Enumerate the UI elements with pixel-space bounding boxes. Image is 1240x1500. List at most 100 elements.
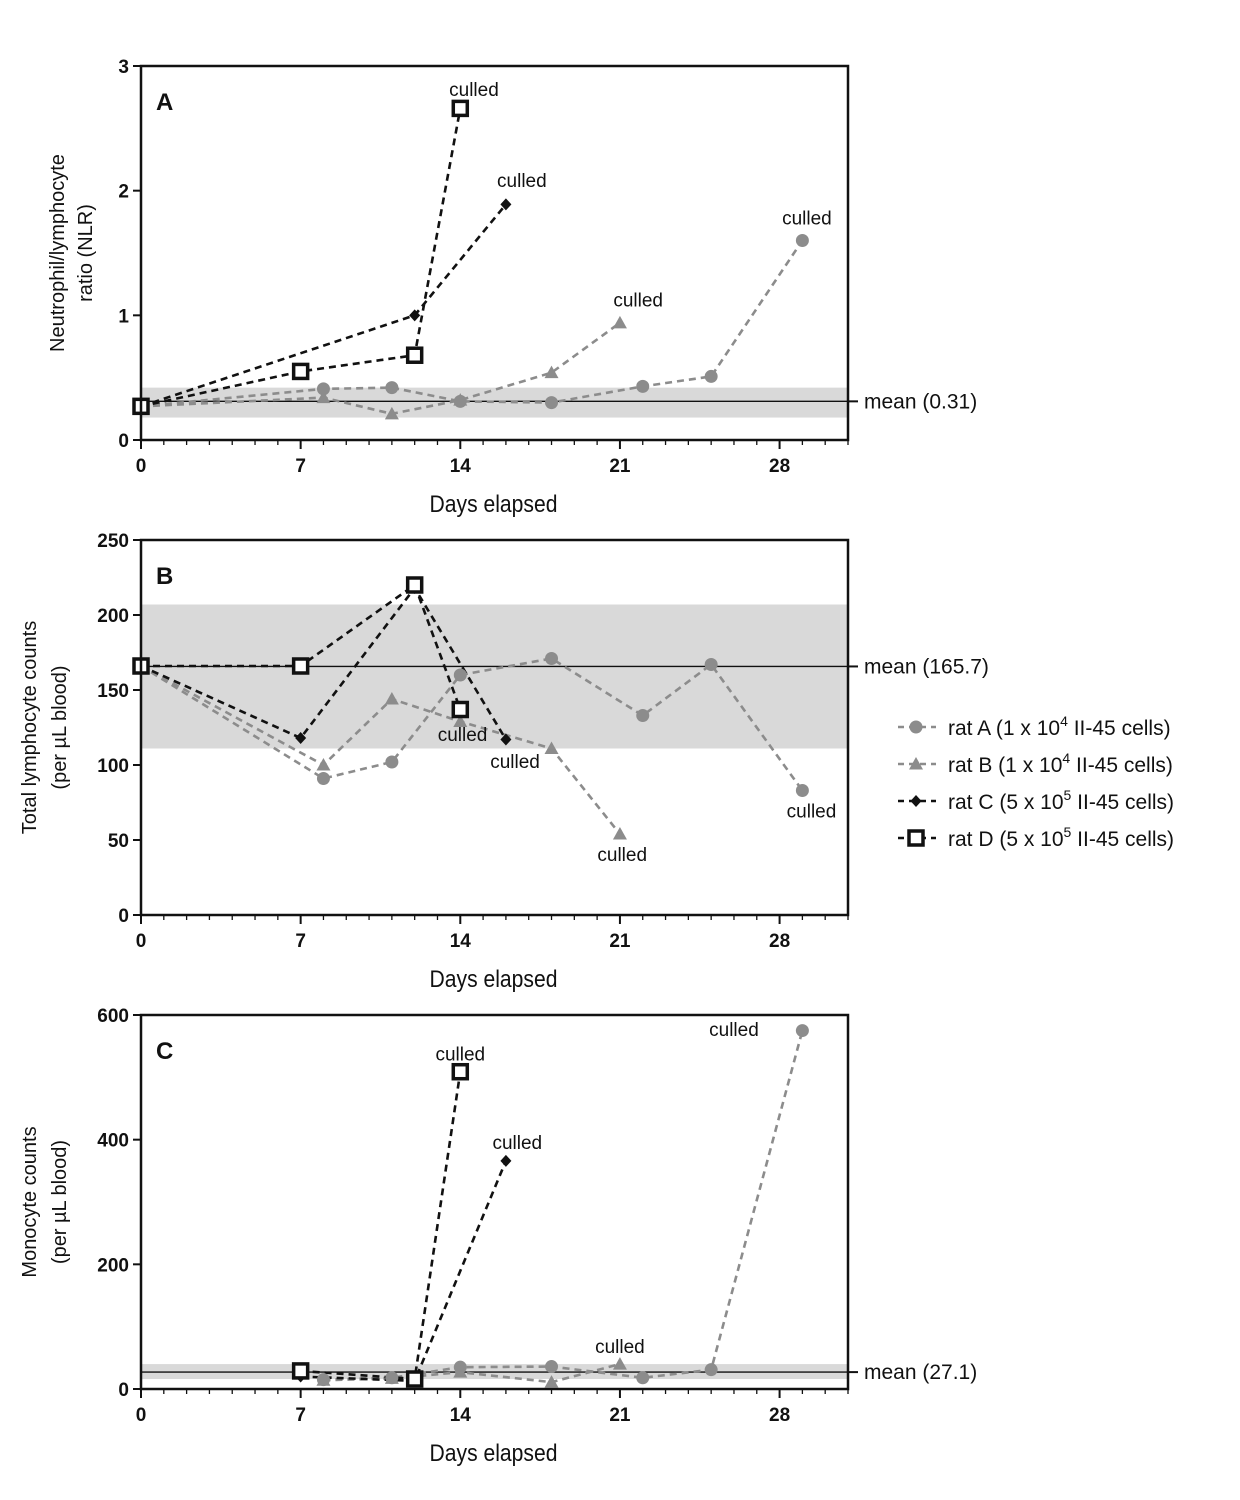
x-tick-label: 28 [769,1405,790,1426]
series-line-rat-b [140,321,621,416]
y-tick-label: 50 [108,831,129,852]
panel-c: mean (27.1) culled culled culled culled 0 200 4… [19,1006,977,1466]
y-tick-label: 150 [97,681,129,702]
culled-annotation: culled [497,171,547,192]
y-axis-title-line: (per µL blood) [49,1140,71,1264]
data-point-rat-a [545,652,559,665]
y-tick-label: 400 [97,1131,129,1152]
data-point-rat-d [405,576,424,594]
legend-marker [909,757,923,770]
data-point-rat-c [500,733,512,746]
x-tick-label: 7 [295,1405,306,1426]
series-line-rat-d [141,582,462,710]
culled-annotation: culled [492,1133,542,1154]
data-point-rat-c [500,198,512,211]
legend-marker [907,829,925,847]
series-line-rat-c [300,1160,508,1383]
data-point-rat-b [384,406,399,420]
x-tick-label: 21 [609,931,631,952]
data-point-rat-c [500,1154,512,1167]
data-point-rat-b [612,827,627,840]
x-tick-label: 7 [295,931,306,952]
mean-label: mean (0.31) [864,390,977,413]
data-point-rat-a [453,668,467,682]
data-point-rat-d [405,1370,424,1388]
x-axis-title: Days elapsed [430,1440,558,1467]
x-tick-label: 0 [136,931,147,952]
x-tick-label: 7 [295,456,306,477]
data-point-rat-b [316,390,331,404]
x-axis-title: Days elapsed [430,491,558,518]
data-point-rat-d [291,1362,310,1380]
data-point-rat-a [385,755,399,769]
data-point-rat-d [451,700,470,719]
x-tick-label: 21 [609,1405,631,1426]
panel-letter: B [156,563,173,590]
mean-label: mean (165.7) [864,655,989,678]
culled-annotation: culled [709,1020,759,1041]
data-point-rat-b [453,1365,468,1378]
y-tick-label: 3 [118,57,129,78]
data-point-rat-a [545,1360,559,1374]
y-axis-title-line: Total lymphocyte counts [19,621,41,834]
data-point-rat-b [384,1371,399,1384]
data-point-rat-b [544,1375,559,1388]
culled-annotation: culled [787,802,837,823]
data-point-rat-a [704,1363,718,1377]
data-point-rat-b [544,365,559,379]
data-point-rat-b [384,692,399,705]
data-point-rat-a [545,396,559,410]
series-line-rat-d [140,108,462,408]
culled-annotation: culled [438,725,488,746]
y-axis-title-line: (per µL blood) [49,665,71,789]
y-tick-label: 1 [118,306,129,327]
y-tick-label: 2 [118,182,129,203]
legend-entry-rat-c: rat C (5 x 105 II-45 cells) [898,787,1174,814]
legend-label: rat D (5 x 105 II-45 cells) [948,824,1174,851]
x-tick-label: 28 [769,456,790,477]
data-point-rat-a [636,1371,650,1385]
legend-entry-rat-a: rat A (1 x 104 II-45 cells) [898,713,1171,740]
data-point-rat-a [316,382,330,396]
plot-frame [139,1013,850,1391]
x-tick-label: 0 [136,1405,147,1426]
culled-annotation: culled [449,80,499,101]
x-tick-label: 14 [450,931,472,952]
data-point-rat-a [795,784,809,797]
plot-frame [139,64,850,442]
data-point-rat-a [795,1024,809,1038]
culled-annotation: culled [490,752,540,773]
panel-letter: C [156,1038,173,1065]
y-axis-title-line: ratio (NLR) [75,204,97,302]
data-point-rat-d [451,1062,470,1081]
culled-annotation: culled [597,845,647,866]
culled-annotation: culled [595,1337,645,1358]
series-line-rat-c [140,585,508,741]
legend: rat A (1 x 104 II-45 cells) rat B (1 x 10… [898,713,1174,851]
data-point-rat-b [453,393,468,406]
panel-a: mean (0.31) culled culled culled culled 0 1 2 3 0… [47,57,977,517]
series-line-rat-d [300,1071,462,1381]
data-point-rat-d [291,362,310,381]
data-point-rat-a [316,772,330,785]
data-point-rat-b [316,1373,331,1386]
legend-entry-rat-b: rat B (1 x 104 II-45 cells) [898,750,1173,777]
data-point-rat-b [612,315,627,329]
mean-label: mean (27.1) [864,1361,977,1384]
data-point-rat-a [704,369,718,383]
data-point-rat-a [636,709,650,722]
data-point-rat-d [405,346,424,364]
x-tick-label: 21 [609,456,631,477]
culled-annotation: culled [782,208,832,229]
data-point-rat-b [316,758,331,771]
panel-b: mean (165.7)culledculledculledculled0501… [19,531,989,992]
y-tick-label: 0 [118,431,129,452]
data-point-rat-b [453,714,468,727]
x-axis-title: Days elapsed [430,966,558,993]
y-tick-label: 600 [97,1006,129,1027]
y-tick-label: 100 [97,756,129,777]
data-point-rat-a [636,379,650,393]
culled-annotation: culled [613,291,663,312]
y-tick-label: 0 [118,906,129,927]
